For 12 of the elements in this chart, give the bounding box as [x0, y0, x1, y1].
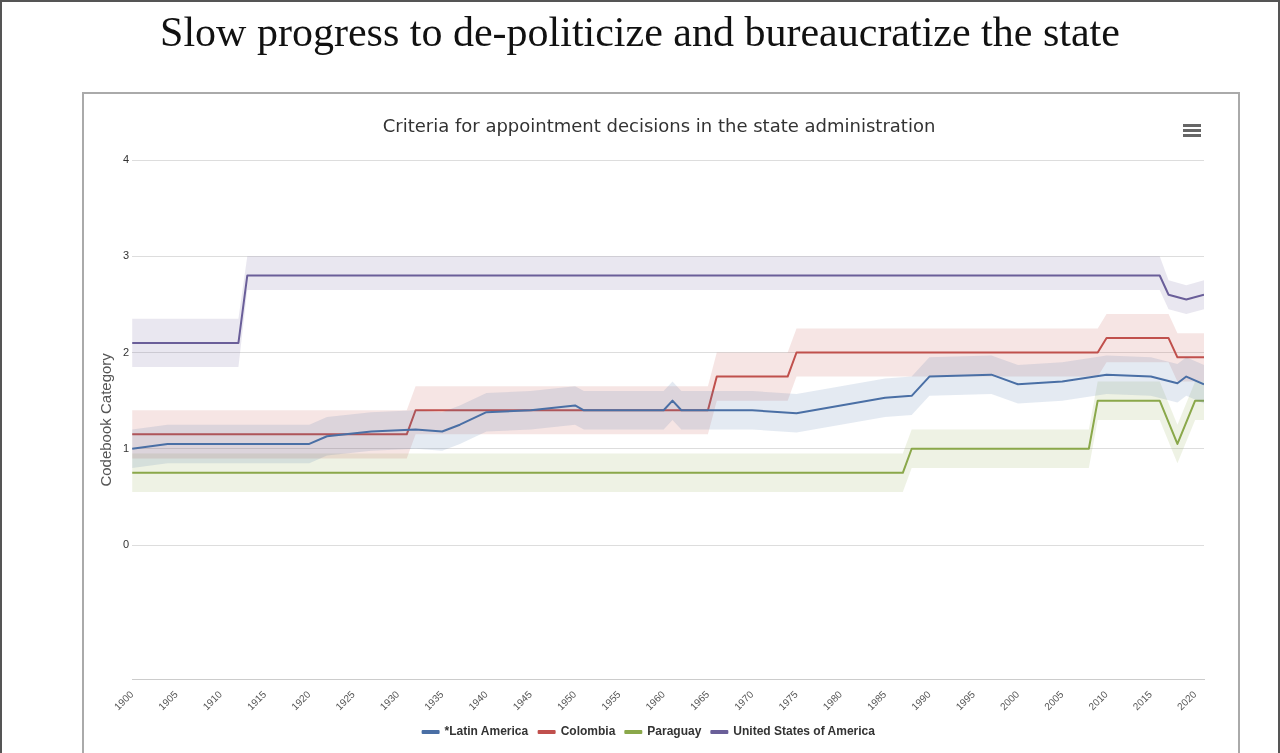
legend-label: United States of America	[733, 724, 876, 739]
y-tick-label: 4	[122, 153, 130, 166]
y-tick-label: 2	[122, 345, 130, 358]
legend-label: *Latin America	[444, 724, 529, 739]
y-axis-title: Codebook Category	[97, 352, 115, 487]
legend-label: Colombia	[560, 724, 616, 739]
chart-subtitle: Criteria for appointment decisions in the state administration	[381, 115, 937, 136]
chart-title: Slow progress to de-politicize and bureaucratize the state	[159, 8, 1121, 56]
y-tick-label: 1	[122, 441, 130, 454]
y-tick-label: 0	[122, 538, 130, 551]
legend-label: Paraguay	[647, 724, 702, 739]
y-tick-label: 3	[122, 249, 130, 262]
